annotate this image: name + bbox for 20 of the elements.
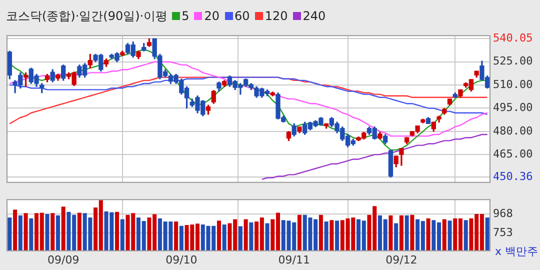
legend-label: 20 — [204, 9, 220, 23]
y-tick-label: 753 — [493, 226, 513, 239]
legend-label: 60 — [234, 9, 250, 23]
y-tick-label: 525.00 — [493, 54, 533, 68]
x-tick-label: 09/09 — [48, 253, 80, 266]
y-axis-title: x 백만주 — [494, 244, 538, 259]
y-tick-label: 495.00 — [493, 101, 533, 114]
y-tick-label: 540.05 — [493, 31, 533, 44]
legend-label: 240 — [302, 9, 326, 23]
x-tick-label: 09/10 — [166, 253, 198, 266]
legend-label: 120 — [264, 9, 288, 23]
chart-title: 코스닥(종합)·일간(90일)·이평 — [6, 8, 168, 24]
y-tick-label: 510.00 — [493, 78, 533, 91]
y-tick-label: 480.00 — [493, 124, 533, 138]
y-tick-label: 465.00 — [493, 147, 533, 160]
y-tick-label: 450.36 — [493, 170, 533, 184]
legend-label: 5 — [182, 9, 190, 23]
x-tick-label: 09/12 — [386, 253, 418, 266]
x-tick-label: 09/11 — [278, 253, 310, 266]
y-tick-label: 968 — [493, 207, 513, 220]
